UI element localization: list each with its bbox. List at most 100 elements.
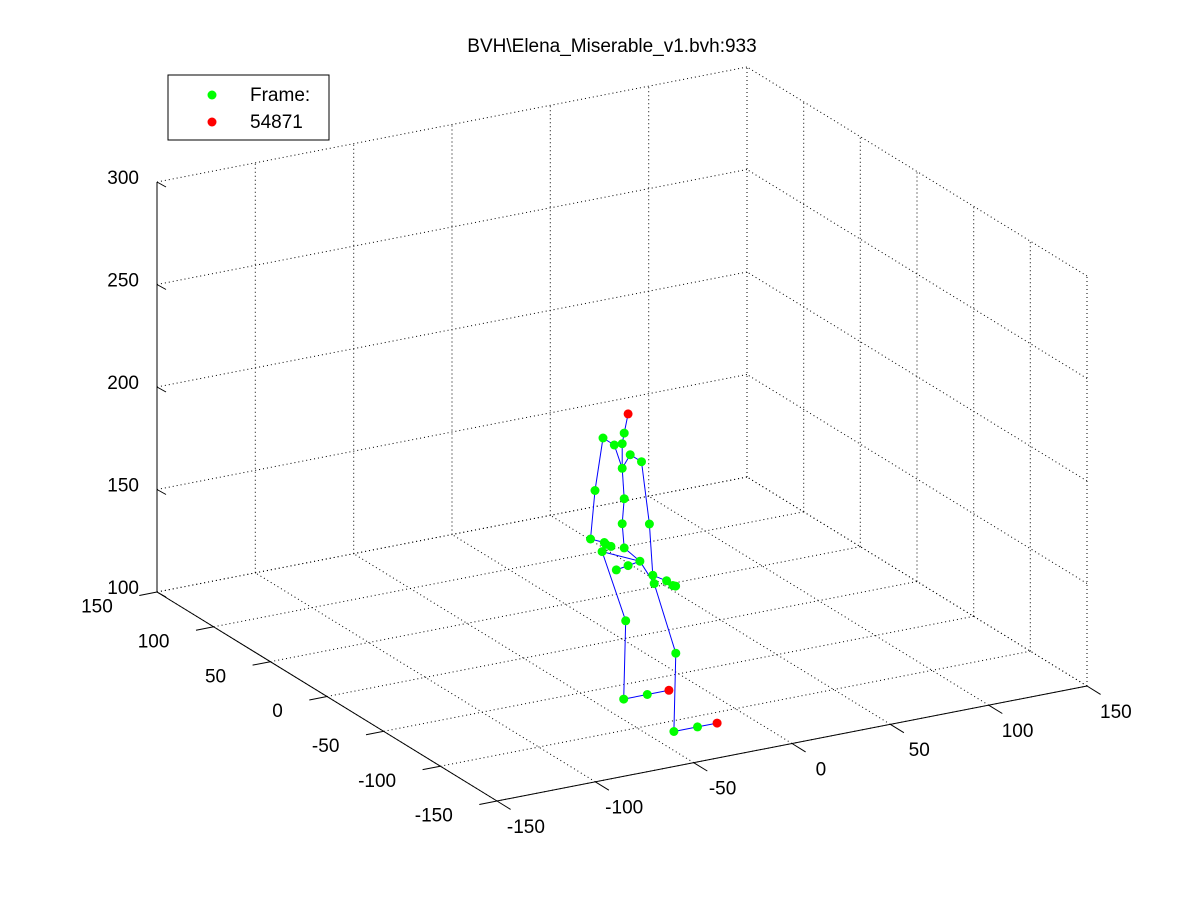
side-wall-grid-line — [746, 374, 1088, 584]
x-tick-label: 150 — [1100, 702, 1132, 723]
joint-marker — [671, 648, 681, 658]
y-tick-label: 0 — [272, 701, 283, 722]
skeleton-bone — [623, 620, 627, 700]
y-tick-mark — [252, 661, 271, 666]
joint-marker — [635, 556, 645, 566]
y-tick-mark — [365, 730, 384, 736]
end-site-marker — [623, 409, 633, 419]
y-tick-mark — [422, 765, 441, 771]
x-tick-label: 100 — [1002, 721, 1034, 742]
x-tick-mark — [496, 800, 511, 810]
joint-marker — [669, 727, 679, 736]
z-tick-label: 100 — [107, 578, 139, 599]
joint-marker — [609, 440, 619, 450]
grid-lines — [156, 66, 1088, 802]
joint-marker — [597, 547, 607, 557]
joint-marker — [617, 463, 627, 473]
joint-marker — [606, 541, 616, 551]
joint-marker — [619, 494, 629, 504]
z-tick-mark — [156, 591, 167, 598]
legend-marker-frame — [207, 90, 217, 100]
floor-grid-line — [213, 511, 804, 628]
skeleton-bone — [653, 583, 677, 654]
y-tick-label: -100 — [358, 771, 396, 792]
x-tick-mark — [595, 781, 610, 791]
floor-grid-line — [440, 650, 1031, 767]
x-tick-label: -150 — [507, 817, 545, 838]
back-wall-grid-line — [156, 374, 748, 490]
y-tick-label: -50 — [312, 736, 339, 757]
plot-title: BVH\Elena_Miserable_v1.bvh:933 — [467, 36, 756, 57]
joint-marker — [617, 519, 627, 529]
joint-marker — [649, 579, 659, 589]
joint-marker — [586, 534, 595, 544]
joint-marker — [619, 543, 629, 553]
x-tick-mark — [1086, 685, 1101, 695]
joint-marker — [619, 428, 629, 438]
back-wall-grid-line — [156, 476, 748, 593]
z-tick-label: 150 — [107, 476, 139, 497]
joint-marker — [625, 450, 635, 460]
joint-marker — [619, 694, 629, 704]
x-tick-label: 50 — [909, 740, 930, 761]
tick-labels: -150-100-50050100150-150-100-50050100150… — [81, 168, 1132, 838]
z-tick-mark — [156, 489, 167, 495]
joint-marker — [621, 616, 631, 626]
x-tick-mark — [890, 723, 905, 734]
y-tick-mark — [195, 626, 214, 631]
end-site-marker — [664, 685, 674, 695]
y-tick-label: 100 — [138, 632, 170, 653]
joint-marker — [693, 722, 702, 732]
skeleton-bone — [594, 437, 604, 491]
z-tick-mark — [156, 386, 167, 393]
z-tick-mark — [156, 284, 167, 290]
joint-marker — [590, 486, 600, 495]
joint-marker — [671, 581, 681, 591]
x-tick-label: -100 — [605, 798, 643, 819]
joint-marker — [662, 576, 672, 586]
skeleton-bone — [621, 468, 625, 499]
y-tick-label: 50 — [205, 666, 226, 687]
skeleton-joints — [586, 409, 722, 736]
y-tick-mark — [139, 591, 158, 596]
floor-grid-line — [326, 581, 918, 697]
z-tick-label: 200 — [107, 373, 139, 394]
y-tick-label: 150 — [81, 597, 113, 618]
y-tick-label: -150 — [415, 806, 453, 827]
floor-grid-line — [270, 546, 861, 663]
x-tick-mark — [693, 762, 708, 772]
joint-marker — [623, 561, 633, 571]
back-wall-grid-line — [156, 169, 748, 285]
skeleton-bone — [601, 551, 641, 562]
skeleton-bone — [601, 551, 627, 621]
side-wall-grid-line — [746, 169, 1088, 379]
legend: Frame: 54871 — [167, 74, 330, 141]
x-tick-label: 0 — [816, 759, 827, 780]
joint-marker — [644, 519, 654, 529]
back-wall-grid-line — [156, 271, 748, 388]
joint-marker — [598, 433, 608, 443]
z-tick-label: 250 — [107, 271, 139, 292]
skeleton-bone — [673, 653, 677, 732]
skeleton-bone — [590, 490, 596, 540]
side-wall-grid-line — [746, 271, 1088, 482]
side-wall-grid-line — [746, 476, 1088, 687]
legend-marker-frame-number — [207, 117, 217, 127]
joint-marker — [611, 565, 621, 575]
x-tick-mark — [791, 743, 806, 753]
z-tick-label: 300 — [107, 168, 139, 189]
end-site-marker — [712, 718, 722, 728]
axis-lines — [139, 181, 1101, 810]
floor-grid-line — [383, 615, 974, 732]
joint-marker — [617, 439, 627, 449]
skeleton-bone — [648, 523, 654, 576]
legend-box — [167, 74, 330, 141]
y-tick-mark — [309, 696, 328, 701]
x-tick-mark — [988, 704, 1003, 714]
x-tick-label: -50 — [709, 778, 736, 799]
joint-marker — [648, 570, 658, 580]
y-tick-mark — [479, 800, 498, 805]
legend-label-frame: Frame: — [250, 85, 310, 106]
skeleton-bone — [641, 461, 650, 525]
